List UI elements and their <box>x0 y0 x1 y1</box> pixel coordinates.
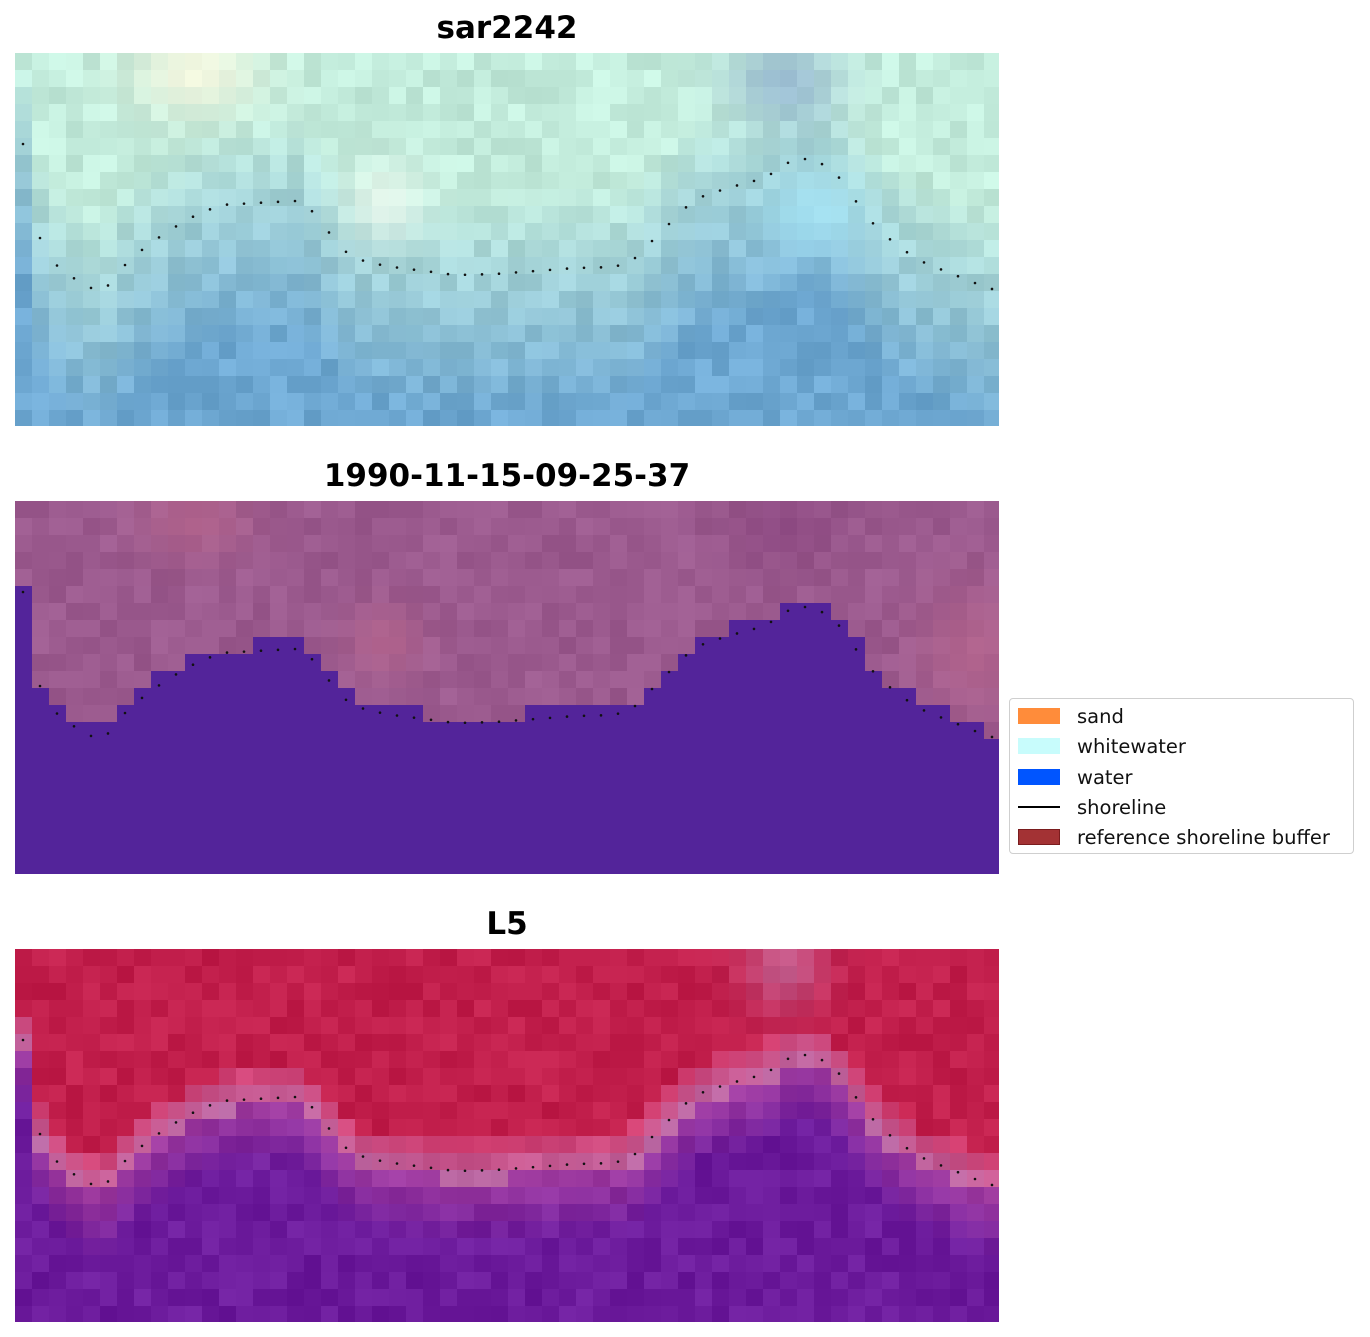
legend-label-shoreline: shoreline <box>1077 795 1167 819</box>
index-image <box>15 949 999 1322</box>
legend-label-buffer: reference shoreline buffer <box>1077 825 1330 849</box>
index-pixels <box>15 949 999 1322</box>
legend-item-sand: sand <box>1018 704 1124 728</box>
panel-title-date: 1990-11-15-09-25-37 <box>323 458 691 494</box>
legend-item-buffer: reference shoreline buffer <box>1018 825 1330 849</box>
legend-label-whitewater: whitewater <box>1077 734 1186 758</box>
legend-item-shoreline: shoreline <box>1018 795 1167 819</box>
panel-title-sar: sar2242 <box>436 10 578 46</box>
classified-pixels <box>15 501 999 874</box>
legend-line-shoreline <box>1018 806 1060 808</box>
legend-label-sand: sand <box>1077 704 1124 728</box>
panel-title-satellite: L5 <box>486 906 528 942</box>
legend-swatch-sand <box>1018 708 1060 724</box>
sar-shoreline <box>21 142 994 291</box>
legend-swatch-buffer <box>1018 829 1060 845</box>
legend-swatch-whitewater <box>1018 738 1060 754</box>
sar-image <box>15 53 999 426</box>
sar-pixels <box>15 53 999 426</box>
legend-label-water: water <box>1077 765 1133 789</box>
index-shoreline <box>21 1038 994 1187</box>
legend: sand whitewater water shoreline referenc… <box>1009 698 1354 854</box>
classified-image <box>15 501 999 874</box>
legend-item-water: water <box>1018 765 1133 789</box>
classified-shoreline <box>21 590 994 739</box>
legend-swatch-water <box>1018 769 1060 785</box>
legend-item-whitewater: whitewater <box>1018 734 1186 758</box>
